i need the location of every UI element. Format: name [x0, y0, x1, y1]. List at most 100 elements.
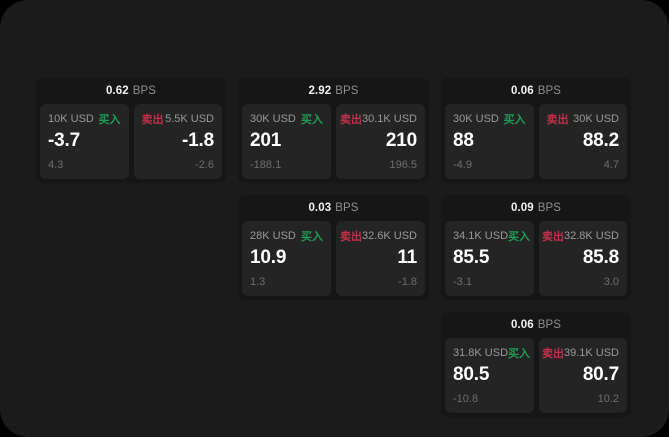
buy-panel[interactable]: 10K USD 买入 -3.7 4.3 [40, 104, 129, 179]
card-body: 34.1K USD 买入 85.5 -3.1 32.8K USD 卖出 85.8 3.0 [441, 221, 631, 300]
sell-delta: 3.0 [603, 276, 619, 288]
buy-panel[interactable]: 31.8K USD 买入 80.5 -10.8 [445, 338, 534, 413]
sell-side-label: 卖出 [339, 230, 362, 243]
delta-row: -1.8 [344, 274, 417, 290]
price-row: 10.9 [250, 245, 323, 271]
sell-side-label: 卖出 [541, 230, 564, 243]
card-header: 2.92 BPS [238, 78, 429, 104]
buy-size-label: 34.1K USD [453, 229, 509, 242]
sell-delta: -2.6 [195, 159, 214, 171]
sell-price: 85.8 [582, 247, 619, 268]
buy-side-label: 买入 [301, 113, 323, 126]
delta-row: 4.7 [547, 157, 619, 173]
delta-row: -10.8 [453, 391, 526, 407]
price-row: 210 [344, 128, 417, 154]
buy-side-label: 买入 [98, 113, 121, 126]
bps-unit-label: BPS [537, 319, 562, 331]
card-header: 0.06 BPS [441, 78, 631, 104]
bps-unit-label: BPS [537, 85, 562, 97]
buy-price: -3.7 [48, 130, 80, 151]
bps-value: 2.92 [308, 85, 332, 97]
sell-price: 11 [397, 247, 417, 268]
sell-panel[interactable]: 30K USD 卖出 88.2 4.7 [538, 104, 627, 179]
panel-top-row: 28K USD 买入 [250, 228, 323, 243]
card-body: 30K USD 买入 88 -4.9 30K USD 卖出 88.2 4.7 [441, 104, 631, 183]
price-row: -1.8 [142, 128, 214, 154]
quote-card[interactable]: 0.09 BPS 34.1K USD 买入 85.5 -3.1 32.8K USD 卖出 85.… [441, 195, 631, 300]
price-row: -3.7 [48, 128, 121, 154]
buy-panel[interactable]: 30K USD 买入 201 -188.1 [242, 104, 331, 179]
sell-price: -1.8 [182, 130, 214, 151]
buy-panel[interactable]: 28K USD 买入 10.9 1.3 [242, 221, 331, 296]
buy-delta: -10.8 [453, 393, 479, 405]
sell-size-label: 30K USD [573, 112, 619, 125]
quote-card[interactable]: 0.62 BPS 10K USD 买入 -3.7 4.3 5.5K USD 卖出 -1.8 -2.… [36, 78, 226, 183]
buy-delta: -188.1 [250, 159, 282, 171]
sell-panel[interactable]: 32.8K USD 卖出 85.8 3.0 [538, 221, 627, 296]
card-column: 0.06 BPS 30K USD 买入 88 -4.9 30K USD 卖出 88.2 4.7 0.… [441, 78, 631, 417]
buy-delta: 1.3 [250, 276, 266, 288]
buy-delta: -3.1 [453, 276, 472, 288]
card-body: 10K USD 买入 -3.7 4.3 5.5K USD 卖出 -1.8 -2.6 [36, 104, 226, 183]
delta-row: 1.3 [250, 274, 323, 290]
buy-side-label: 买入 [508, 347, 531, 360]
quote-card[interactable]: 0.06 BPS 30K USD 买入 88 -4.9 30K USD 卖出 88.2 4.7 [441, 78, 631, 183]
bps-unit-label: BPS [335, 202, 359, 214]
sell-side-label: 卖出 [546, 113, 569, 126]
bps-value: 0.62 [105, 85, 129, 97]
price-row: 85.8 [547, 245, 619, 271]
buy-size-label: 30K USD [453, 112, 499, 125]
panel-top-row: 10K USD 买入 [48, 111, 121, 126]
bps-value: 0.06 [510, 319, 534, 331]
buy-price: 10.9 [250, 247, 287, 268]
quote-card[interactable]: 0.06 BPS 31.8K USD 买入 80.5 -10.8 39.1K USD 卖出 80… [441, 312, 631, 417]
delta-row: -4.9 [453, 157, 526, 173]
buy-delta: 4.3 [48, 159, 64, 171]
sell-side-label: 卖出 [541, 347, 564, 360]
card-header: 0.09 BPS [441, 195, 631, 221]
buy-size-label: 31.8K USD [453, 346, 509, 359]
panel-top-row: 30K USD 买入 [453, 111, 526, 126]
buy-price: 85.5 [453, 247, 490, 268]
delta-row: -3.1 [453, 274, 526, 290]
sell-panel[interactable]: 5.5K USD 卖出 -1.8 -2.6 [133, 104, 222, 179]
sell-delta: -1.8 [398, 276, 417, 288]
delta-row: 4.3 [48, 157, 121, 173]
sell-panel[interactable]: 30.1K USD 卖出 210 196.5 [336, 104, 425, 179]
price-row: 80.5 [453, 362, 526, 388]
buy-side-label: 买入 [301, 230, 323, 243]
panel-top-row: 34.1K USD 买入 [453, 228, 530, 243]
sell-panel[interactable]: 32.6K USD 卖出 11 -1.8 [336, 221, 425, 296]
sell-delta: 196.5 [389, 159, 417, 171]
card-body: 30K USD 买入 201 -188.1 30.1K USD 卖出 210 196.5 [238, 104, 429, 183]
panel-top-row: 32.6K USD 卖出 [340, 228, 417, 243]
quote-card[interactable]: 2.92 BPS 30K USD 买入 201 -188.1 30.1K USD 卖出 210 1… [238, 78, 429, 183]
quote-card[interactable]: 0.03 BPS 28K USD 买入 10.9 1.3 32.6K USD 卖出 11 -1.8 [238, 195, 429, 300]
buy-panel[interactable]: 34.1K USD 买入 85.5 -3.1 [445, 221, 534, 296]
sell-price: 80.7 [582, 364, 619, 385]
sell-delta: 10.2 [597, 393, 619, 405]
sell-side-label: 卖出 [339, 113, 362, 126]
card-header: 0.62 BPS [36, 78, 226, 104]
delta-row: -188.1 [250, 157, 323, 173]
panel-top-row: 39.1K USD 卖出 [542, 345, 619, 360]
delta-row: 3.0 [547, 274, 619, 290]
price-row: 80.7 [547, 362, 619, 388]
delta-row: 196.5 [344, 157, 417, 173]
card-header: 0.06 BPS [441, 312, 631, 338]
card-column: 0.62 BPS 10K USD 买入 -3.7 4.3 5.5K USD 卖出 -1.8 -2.… [36, 78, 226, 183]
sell-panel[interactable]: 39.1K USD 卖出 80.7 10.2 [538, 338, 627, 413]
bps-unit-label: BPS [335, 85, 359, 97]
card-header: 0.03 BPS [238, 195, 429, 221]
sell-price: 210 [385, 130, 417, 151]
buy-size-label: 30K USD [250, 112, 296, 125]
bps-unit-label: BPS [132, 85, 157, 97]
delta-row: 10.2 [547, 391, 619, 407]
buy-price: 80.5 [453, 364, 490, 385]
panel-top-row: 30K USD 卖出 [547, 111, 620, 126]
sell-size-label: 30.1K USD [361, 112, 417, 125]
sell-size-label: 32.8K USD [563, 229, 619, 242]
buy-panel[interactable]: 30K USD 买入 88 -4.9 [445, 104, 534, 179]
buy-size-label: 28K USD [250, 229, 296, 242]
